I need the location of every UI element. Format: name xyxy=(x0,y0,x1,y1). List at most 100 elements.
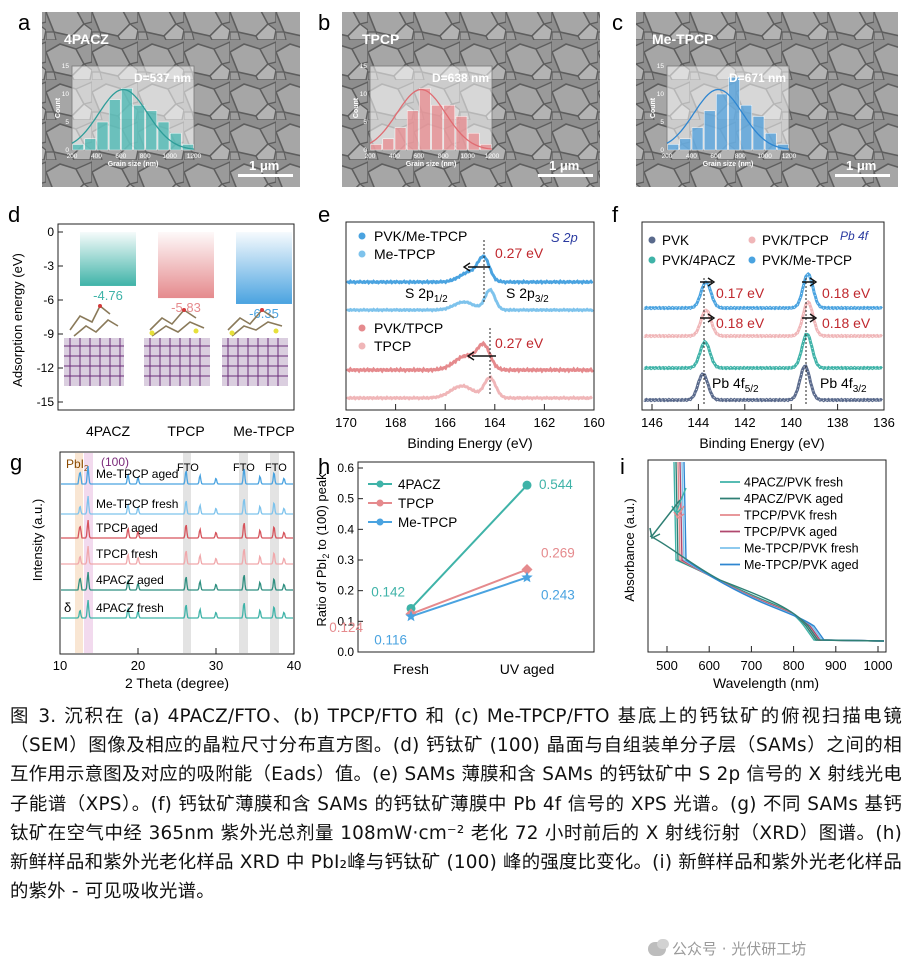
data-label: 0.116 xyxy=(374,632,407,647)
xps-curve-marker-overlay xyxy=(643,273,883,310)
tick-label: 600 xyxy=(710,153,721,160)
tick-label: 1200 xyxy=(187,153,202,160)
tick-label: 400 xyxy=(91,153,102,160)
data-label: 0.142 xyxy=(371,584,405,599)
peak-label-pb4f32: Pb 4f3/2 xyxy=(820,375,867,395)
tick-label: 600 xyxy=(698,658,720,673)
tick-label: 20 xyxy=(131,658,145,673)
series-line xyxy=(410,576,528,618)
xrd-trace xyxy=(61,496,293,515)
tick-label: 800 xyxy=(140,153,151,160)
y-axis-label: Ratio of PbI2 to (100) peak xyxy=(314,473,331,627)
tick-label: 10 xyxy=(657,91,665,98)
panel-letter: d xyxy=(8,202,20,227)
xrd-trace xyxy=(61,600,293,619)
panel-g: g Intensity (a.u.) PbI2 (100) FTO FTO FT… xyxy=(10,450,301,691)
shift-arrow xyxy=(466,351,496,361)
y-axis-label: Adsorption energy (eV) xyxy=(10,253,25,387)
legend-label: PVK/4PACZ xyxy=(662,253,735,268)
panel-c: c Me-TPCP D=671 nm 200 400 600 800 1000 1200 0 5… xyxy=(612,10,898,187)
tick-label: 5 xyxy=(660,119,664,126)
tick-label: 200 xyxy=(365,153,376,160)
trace-label: Me-TPCP fresh xyxy=(96,497,178,511)
xrd-trace xyxy=(61,466,293,485)
x-axis-label: 2 Theta (degree) xyxy=(125,675,229,691)
fto-label: FTO xyxy=(177,462,199,474)
legend-label: 4PACZ/PVK aged xyxy=(744,492,843,506)
trace-label: TPCP fresh xyxy=(96,547,158,561)
tick-label: 15 xyxy=(360,63,368,70)
tick-label: 0.3 xyxy=(337,553,354,567)
panel-letter: e xyxy=(318,202,330,227)
tick-label: 15 xyxy=(62,63,70,70)
tick-label: 0.4 xyxy=(337,522,354,536)
tick-label: 1000 xyxy=(162,153,177,160)
category-label: TPCP xyxy=(167,423,204,439)
histogram-bar xyxy=(667,144,679,151)
adsorption-bar xyxy=(80,232,136,286)
tick-label: -12 xyxy=(37,361,55,375)
tick-label: 200 xyxy=(662,153,673,160)
trace-label: 4PACZ aged xyxy=(96,573,164,587)
adsorption-bar xyxy=(158,232,214,299)
tick-label: 400 xyxy=(389,153,400,160)
histogram-bar xyxy=(394,127,407,151)
x-ticks: 500 600 700 800 900 1000 xyxy=(656,646,892,673)
x-ticks: 10 20 30 40 xyxy=(53,648,301,673)
data-point xyxy=(406,603,416,613)
arrow-marker xyxy=(649,499,681,540)
xrd-trace xyxy=(61,520,293,539)
shift-label: 0.27 eV xyxy=(495,245,544,261)
data-label: 0.269 xyxy=(541,546,575,561)
histogram-bar xyxy=(752,116,765,151)
xps-curve-marker-overlay xyxy=(643,333,883,370)
axis-label: Count xyxy=(650,97,657,118)
tick-label: 5 xyxy=(363,119,367,126)
plot-frame xyxy=(357,461,595,653)
watermark-text: 公众号 · 光伏研工坊 xyxy=(672,940,807,958)
tick-label: 168 xyxy=(385,415,407,430)
histogram-bar xyxy=(96,121,109,151)
tick-label: -15 xyxy=(37,395,55,409)
panel-f: f 146 144 142 140 138 136 Binding Energy (eV)… xyxy=(612,202,895,451)
shift-label: 0.27 eV xyxy=(495,335,544,351)
grain-size-label: D=537 nm xyxy=(134,71,191,85)
xps-curve-marker-overlay xyxy=(643,301,883,338)
histogram-bar xyxy=(133,104,145,151)
panel-i: i Absorbance (a.u.) 500 600 700 800 900 1000 … xyxy=(620,454,892,691)
panel-b: b TPCP D=638 nm 200 400 600 800 1000 1200 0 5 10 1… xyxy=(318,10,600,187)
tick-label: 700 xyxy=(741,658,763,673)
legend-label: TPCP xyxy=(374,338,411,354)
axis-label: Count xyxy=(55,97,62,118)
axis-label: Grain size (nm) xyxy=(703,161,754,168)
panel-d: d Adsorption energy (eV) 0 -3 -6 -9 -12 -15 -… xyxy=(8,202,295,439)
gaussian-fit xyxy=(369,88,493,150)
histogram-bar xyxy=(121,88,133,151)
histogram-bar xyxy=(467,132,480,151)
tick-label: 1000 xyxy=(460,153,475,160)
legend-label: Me-TPCP/PVK aged xyxy=(744,558,859,572)
xps-curve-marker-overlay xyxy=(643,365,883,402)
tick-label: -3 xyxy=(43,259,54,273)
legend-marker xyxy=(648,236,656,244)
y-axis-label: Absorbance (a.u.) xyxy=(622,498,637,601)
histogram-bar xyxy=(431,104,443,151)
tick-label: 500 xyxy=(656,658,678,673)
histogram-bar xyxy=(703,110,716,151)
panel-e: e 170 168 166 164 162 160 Binding Energy (eV)… xyxy=(318,202,605,451)
scale-bar xyxy=(835,174,890,177)
tick-label: 146 xyxy=(641,415,663,430)
plot-frame xyxy=(647,459,887,653)
axis-label: Grain size (nm) xyxy=(108,161,159,168)
tick-label: 5 xyxy=(65,119,69,126)
category-label: UV aged xyxy=(500,661,554,677)
legend-marker xyxy=(376,480,384,488)
tick-label: 162 xyxy=(534,415,556,430)
histogram-bar xyxy=(382,138,395,151)
tick-label: 800 xyxy=(735,153,746,160)
legend-marker xyxy=(358,324,366,332)
figure-caption: 图 3. 沉积在 (a) 4PACZ/FTO、(b) TPCP/FTO 和 (c… xyxy=(10,706,902,903)
trace-label: 4PACZ fresh xyxy=(96,601,164,615)
data-point xyxy=(405,610,417,622)
panel-letter: b xyxy=(318,10,330,35)
